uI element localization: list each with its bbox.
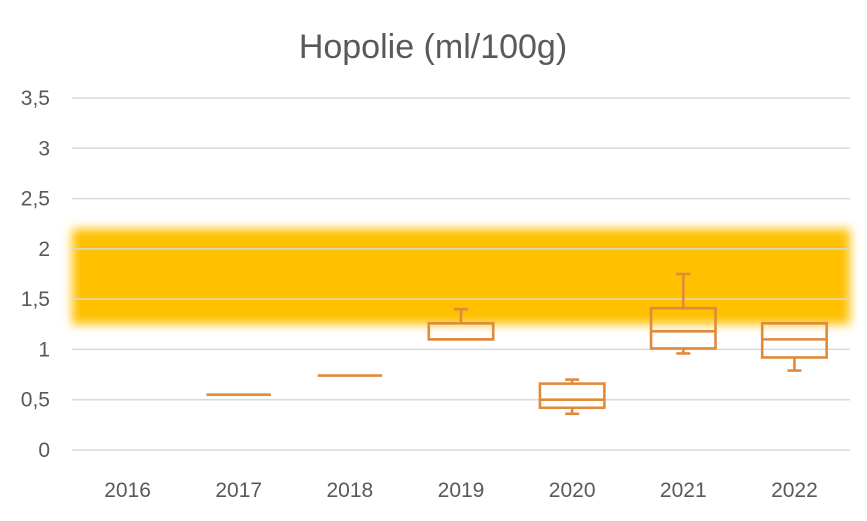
- x-tick-label: 2017: [215, 479, 262, 502]
- y-tick-label: 3,5: [21, 87, 50, 110]
- box-2021: [649, 272, 717, 355]
- chart-title: Hopolie (ml/100g): [299, 28, 567, 66]
- x-tick-label: 2019: [438, 479, 485, 502]
- y-tick-label: 3: [38, 137, 50, 160]
- x-tick-label: 2018: [326, 479, 373, 502]
- iqr-box: [427, 321, 495, 341]
- gridlines: [72, 97, 850, 451]
- iqr-box: [649, 306, 717, 350]
- x-axis-tick-labels: 2016 2017 2018 2019 2020 2021 2022: [104, 479, 818, 502]
- x-tick-label: 2016: [104, 479, 151, 502]
- x-tick-label: 2020: [549, 479, 596, 502]
- y-tick-label: 2,5: [21, 188, 50, 211]
- y-tick-label: 2: [38, 238, 50, 261]
- box-2022: [760, 321, 828, 372]
- box-plot-series: [206, 272, 828, 416]
- y-tick-label: 0: [38, 439, 50, 462]
- y-tick-label: 1,5: [21, 288, 50, 311]
- box-2020: [538, 378, 606, 416]
- y-tick-label: 0,5: [21, 389, 50, 412]
- y-axis-tick-labels: 0 0,5 1 1,5 2 2,5 3 3,5: [21, 87, 50, 462]
- y-tick-label: 1: [38, 338, 50, 361]
- x-tick-label: 2021: [660, 479, 707, 502]
- iqr-box: [538, 382, 606, 410]
- box-2019: [427, 307, 495, 341]
- x-tick-label: 2022: [771, 479, 818, 502]
